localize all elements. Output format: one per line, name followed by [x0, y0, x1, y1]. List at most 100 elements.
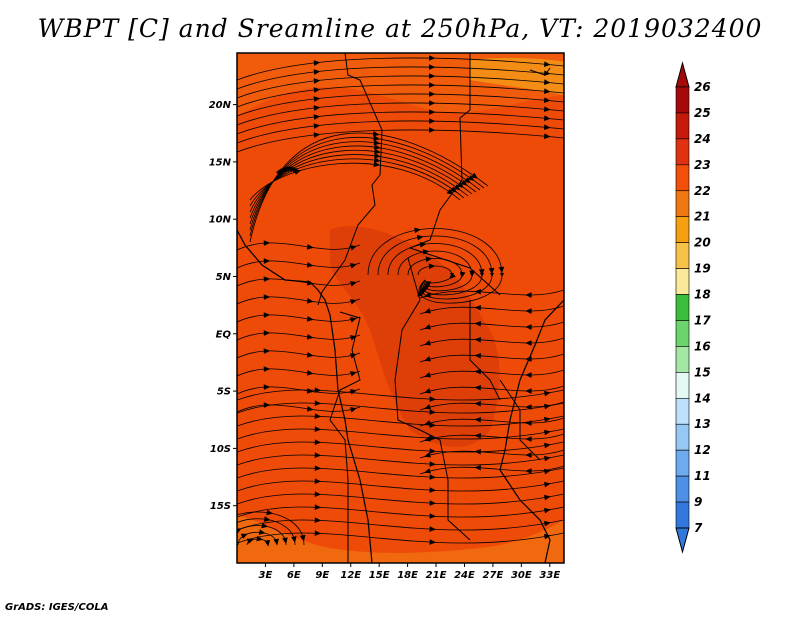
streamline-arrow	[469, 270, 475, 277]
colorbar-segment	[675, 320, 690, 347]
streamline	[237, 129, 564, 153]
streamline-arrow	[373, 139, 381, 146]
colorbar-segment	[675, 397, 690, 425]
streamline	[237, 519, 564, 531]
streamline-arrow	[446, 188, 454, 195]
streamline	[419, 369, 564, 379]
streamline-arrow	[498, 266, 505, 274]
streamline-arrow	[429, 539, 437, 545]
streamline	[249, 149, 473, 219]
streamline	[249, 154, 469, 213]
colorbar-segment	[675, 138, 690, 166]
streamline	[237, 404, 361, 413]
lon-tick-label: 30E	[511, 570, 532, 581]
streamline-arrow	[237, 528, 242, 534]
streamline-arrow	[543, 124, 551, 130]
streamline-arrow	[314, 400, 322, 406]
streamline-arrow	[261, 522, 269, 529]
streamline-arrow	[544, 494, 551, 501]
streamline-arrow	[474, 368, 481, 375]
lat-tick-label: 20N	[209, 100, 232, 111]
streamline-arrow	[544, 520, 551, 527]
streamline	[419, 305, 564, 315]
streamline	[237, 493, 564, 505]
streamline-arrow	[266, 509, 274, 516]
streamline-arrow	[373, 157, 381, 163]
streamline-arrow	[474, 432, 481, 439]
lon-tick-label: 6E	[287, 570, 301, 581]
colorbar-labels: 26 25 24 23 22 21 20 19 18 17 16 15 14 13 12 11 9 7	[694, 80, 711, 535]
streamline-arrow	[314, 504, 322, 510]
streamline	[249, 132, 489, 243]
colorbar-segment	[675, 372, 690, 399]
streamline-arrow	[263, 294, 271, 300]
streamline-arrow	[525, 292, 532, 298]
streamline-arrow	[429, 487, 437, 493]
streamline-arrow	[429, 55, 436, 61]
streamline-arrow	[429, 526, 437, 532]
streamline-arrow	[543, 115, 551, 121]
streamline-arrow	[429, 448, 437, 454]
lon-tick-label: 3E	[259, 570, 273, 581]
colorbar-label: 17	[694, 313, 711, 327]
streamline-arrow	[474, 320, 481, 327]
streamline-arrow	[543, 79, 551, 85]
streamline-arrow	[429, 500, 437, 506]
streamline-arrow	[263, 516, 271, 522]
streamline	[249, 158, 465, 207]
streamline-arrow	[291, 536, 297, 543]
streamline-arrow	[488, 267, 495, 275]
streamline	[237, 525, 287, 546]
streamline-arrow	[429, 396, 437, 402]
streamline	[237, 518, 296, 546]
streamline-arrow	[306, 298, 314, 304]
streamline-arrow	[429, 409, 437, 415]
streamline	[249, 145, 477, 225]
streamline-arrow	[429, 127, 436, 133]
streamlines	[237, 55, 564, 547]
streamline	[237, 84, 564, 108]
streamline-arrow	[525, 420, 532, 426]
colorbar-label: 16	[694, 339, 711, 353]
streamline-arrow	[313, 87, 321, 93]
streamline-arrow	[429, 109, 436, 115]
lat-tick-label: 15S	[210, 501, 231, 512]
streamline-arrow	[314, 530, 322, 536]
streamline-arrow	[544, 403, 551, 410]
lon-tick-label: 12E	[340, 570, 361, 581]
streamline-arrow	[373, 135, 381, 142]
streamline-arrow	[263, 276, 271, 282]
streamline-arrow	[374, 152, 381, 159]
streamline-arrow	[314, 517, 322, 523]
streamline-arrow	[314, 439, 322, 445]
streamline-arrow	[525, 436, 532, 442]
plot-frame	[236, 52, 565, 564]
streamline	[237, 506, 564, 518]
streamline-arrow	[373, 161, 381, 168]
streamline-arrow	[449, 272, 456, 279]
colorbar-bottom-arrow	[675, 527, 690, 554]
streamline-arrow	[306, 406, 314, 412]
streamline-arrow	[306, 352, 314, 358]
colorbar-label: 12	[694, 443, 711, 457]
streamline-arrow	[313, 114, 321, 120]
streamline-arrow	[313, 123, 321, 129]
streamline	[237, 93, 564, 117]
streamline-arrow	[350, 389, 357, 395]
streamline-arrow	[474, 464, 481, 471]
streamline-arrow	[374, 148, 381, 155]
streamline-arrow	[543, 61, 551, 67]
streamline-arrow	[350, 335, 357, 341]
streamline-arrow	[429, 64, 436, 70]
streamline	[377, 235, 495, 300]
streamline-arrow	[350, 371, 357, 377]
streamline-arrow	[474, 416, 481, 423]
streamline-arrow	[474, 448, 481, 455]
streamline	[419, 433, 564, 443]
streamline-arrow	[474, 384, 481, 391]
streamline	[237, 111, 564, 135]
streamline-arrow	[429, 513, 437, 519]
streamline-arrow	[313, 69, 321, 75]
streamline-arrow	[424, 292, 431, 298]
streamline	[237, 66, 564, 90]
